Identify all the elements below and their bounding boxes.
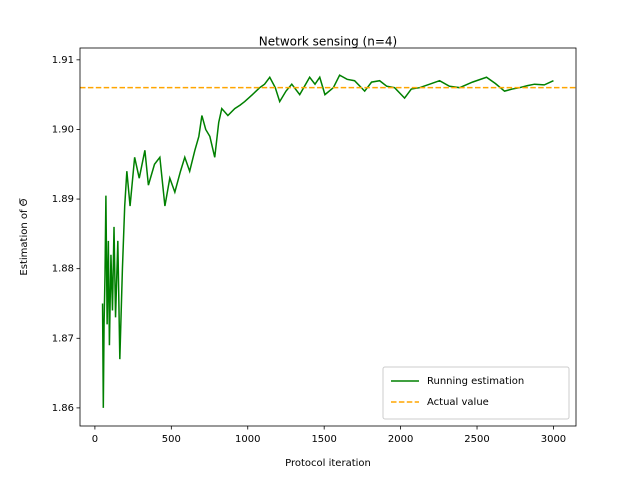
- data-line: [101, 74, 554, 408]
- x-tick-label: 2000: [388, 434, 413, 445]
- legend-label: Running estimation: [427, 376, 524, 387]
- y-tick-label: 1.90: [52, 124, 74, 135]
- x-tick-label: 3000: [541, 434, 566, 445]
- legend-box: [382, 366, 570, 420]
- chart-title: Network sensing (n=4): [259, 35, 397, 49]
- x-tick-label: 1000: [235, 434, 260, 445]
- y-tick-label: 1.86: [52, 403, 74, 414]
- x-tick-label: 1500: [311, 434, 336, 445]
- x-axis-label: Protocol iteration: [285, 458, 371, 469]
- x-tick-label: 500: [162, 434, 181, 445]
- y-tick-label: 1.91: [52, 55, 74, 66]
- x-tick-label: 2500: [464, 434, 489, 445]
- y-tick-label: 1.87: [52, 333, 74, 344]
- y-tick-label: 1.88: [52, 264, 74, 275]
- legend-label: Actual value: [427, 397, 489, 408]
- y-axis-label: Estimation of Θ̅: [19, 197, 30, 275]
- plot-frame: [79, 47, 577, 427]
- y-tick-label: 1.89: [52, 194, 74, 205]
- x-tick-label: 0: [92, 434, 98, 445]
